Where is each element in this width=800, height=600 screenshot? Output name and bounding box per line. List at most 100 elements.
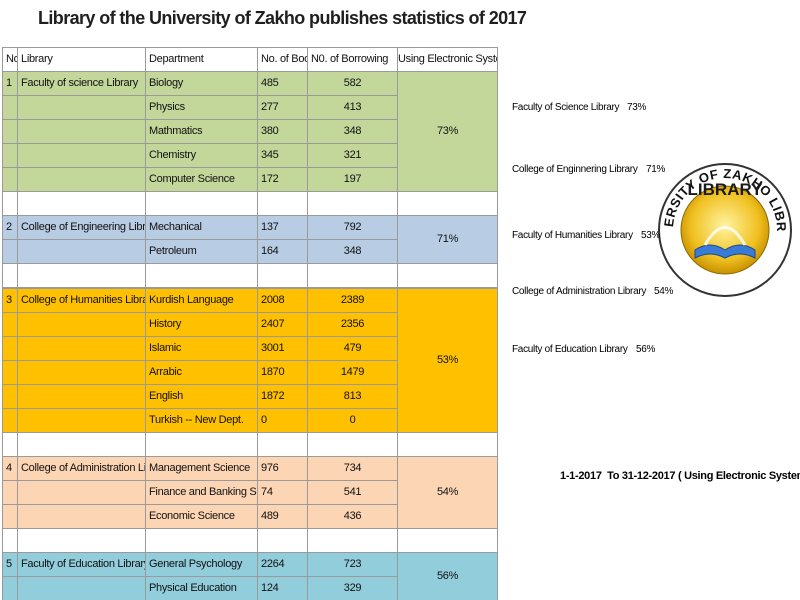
department-cell: Turkish -- New Dept.	[145, 407, 258, 433]
borrowing-cell: 792	[307, 215, 398, 241]
no-cell	[2, 119, 18, 145]
books-cell: 345	[257, 143, 308, 169]
header-cell: N0. of Borrowing	[307, 47, 398, 73]
library-cell	[17, 143, 146, 169]
blank-cell	[145, 431, 258, 457]
blank-cell	[2, 431, 18, 457]
blank-cell	[257, 263, 308, 289]
borrowing-cell: 0	[307, 407, 398, 433]
blank-cell	[397, 528, 498, 554]
electronic-cell: 73%	[397, 71, 498, 193]
electronic-cell: 71%	[397, 215, 498, 265]
electronic-cell: 53%	[397, 287, 498, 433]
blank-cell	[307, 528, 398, 554]
library-cell	[17, 239, 146, 265]
library-cell: College of Administration Library	[17, 455, 146, 481]
books-cell: 0	[257, 407, 308, 433]
blank-cell	[307, 431, 398, 457]
books-cell: 2008	[257, 287, 308, 313]
no-cell	[2, 335, 18, 361]
library-cell	[17, 503, 146, 529]
header-cell: Department	[145, 47, 258, 73]
library-cell	[17, 167, 146, 193]
department-cell: Biology	[145, 71, 258, 97]
summary-value: 73%	[627, 102, 647, 113]
library-cell	[17, 359, 146, 385]
no-cell: 2	[2, 215, 18, 241]
borrowing-cell: 813	[307, 383, 398, 409]
books-cell: 277	[257, 95, 308, 121]
blank-cell	[307, 263, 398, 289]
summary-value: 53%	[641, 230, 661, 241]
header-cell: No. of Book	[257, 47, 308, 73]
summary-value: 71%	[646, 164, 666, 175]
blank-cell	[2, 263, 18, 289]
borrowing-cell: 348	[307, 119, 398, 145]
no-cell	[2, 95, 18, 121]
header-cell: No	[2, 47, 18, 73]
library-cell	[17, 119, 146, 145]
books-cell: 124	[257, 576, 308, 600]
blank-cell	[397, 191, 498, 217]
no-cell	[2, 167, 18, 193]
no-cell: 4	[2, 455, 18, 481]
electronic-cell: 54%	[397, 455, 498, 529]
books-cell: 485	[257, 71, 308, 97]
borrowing-cell: 1479	[307, 359, 398, 385]
no-cell	[2, 576, 18, 600]
department-cell: Petroleum	[145, 239, 258, 265]
blank-cell	[2, 191, 18, 217]
no-cell	[2, 359, 18, 385]
library-cell: College of Engineering Library	[17, 215, 146, 241]
department-cell: English	[145, 383, 258, 409]
library-cell	[17, 335, 146, 361]
department-cell: History	[145, 311, 258, 337]
books-cell: 3001	[257, 335, 308, 361]
borrowing-cell: 436	[307, 503, 398, 529]
borrowing-cell: 723	[307, 552, 398, 578]
blank-cell	[17, 528, 146, 554]
department-cell: Economic Science	[145, 503, 258, 529]
borrowing-cell: 541	[307, 479, 398, 505]
blank-cell	[17, 431, 146, 457]
borrowing-cell: 348	[307, 239, 398, 265]
books-cell: 489	[257, 503, 308, 529]
no-cell	[2, 407, 18, 433]
blank-cell	[145, 191, 258, 217]
department-cell: Mechanical	[145, 215, 258, 241]
summary-value: 56%	[636, 344, 656, 355]
books-cell: 2407	[257, 311, 308, 337]
title: Library of the University of Zakho publi…	[38, 8, 527, 28]
blank-cell	[307, 191, 398, 217]
logo: UNIVERSITY OF ZAKHO LIBRARY LIBRARY	[655, 100, 792, 297]
summary-label: College of Enginnering Library	[512, 164, 638, 175]
header-cell: Library	[17, 47, 146, 73]
borrowing-cell: 582	[307, 71, 398, 97]
department-cell: Kurdish Language	[145, 287, 258, 313]
borrowing-cell: 197	[307, 167, 398, 193]
summary-label: Faculty of Humanities Library	[512, 230, 633, 241]
department-cell: Islamic	[145, 335, 258, 361]
department-cell: Physical Education	[145, 576, 258, 600]
library-cell: Faculty of Education Library	[17, 552, 146, 578]
books-cell: 380	[257, 119, 308, 145]
department-cell: Physics	[145, 95, 258, 121]
library-cell	[17, 383, 146, 409]
no-cell	[2, 503, 18, 529]
summary-label: Faculty of Science Library	[512, 102, 620, 113]
books-cell: 976	[257, 455, 308, 481]
electronic-cell: 56%	[397, 552, 498, 600]
library-cell: Faculty of science Library	[17, 71, 146, 97]
library-cell	[17, 311, 146, 337]
library-cell: College of Humanities Library	[17, 287, 146, 313]
no-cell	[2, 143, 18, 169]
no-cell	[2, 383, 18, 409]
borrowing-cell: 479	[307, 335, 398, 361]
blank-cell	[2, 528, 18, 554]
no-cell: 1	[2, 71, 18, 97]
no-cell: 3	[2, 287, 18, 313]
department-cell: Management Science	[145, 455, 258, 481]
no-cell: 5	[2, 552, 18, 578]
library-cell	[17, 407, 146, 433]
